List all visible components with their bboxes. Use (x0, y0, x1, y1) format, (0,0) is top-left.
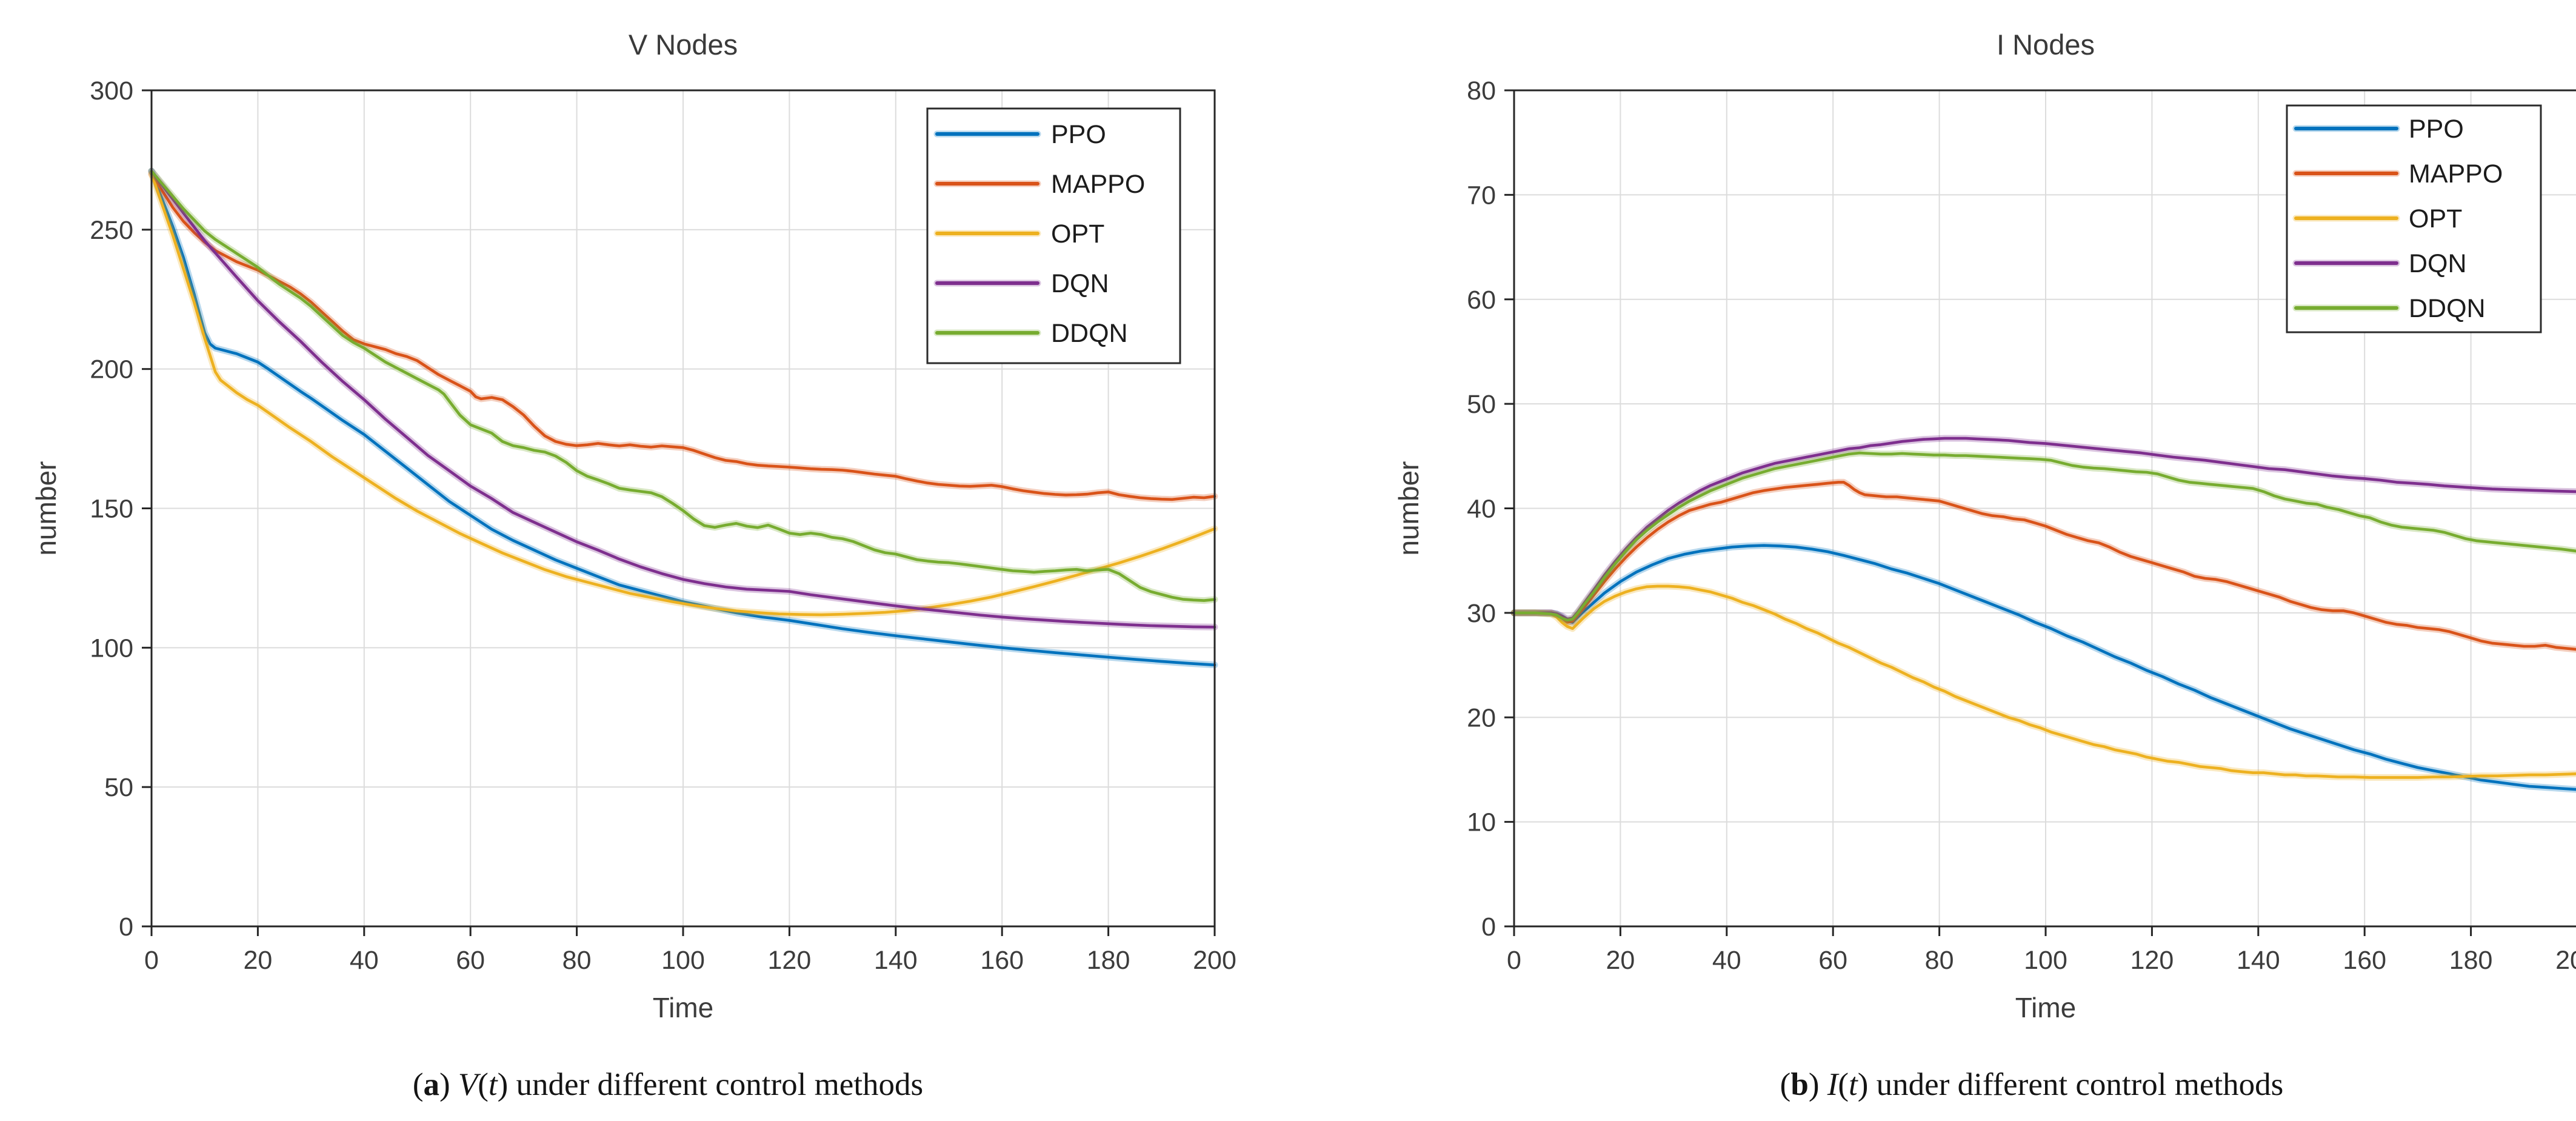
legend-label-PPO: PPO (2409, 115, 2464, 144)
x-tick-label: 120 (768, 946, 812, 975)
legend-label-MAPPO: MAPPO (2409, 159, 2503, 189)
y-tick-label: 10 (1467, 808, 1496, 837)
series-line-OPT (150, 172, 1216, 617)
x-axis-label: Time (653, 992, 714, 1023)
x-tick-label: 120 (2131, 946, 2174, 975)
series-line-DQN (150, 169, 1216, 629)
x-tick-label: 80 (562, 946, 592, 975)
x-tick-label: 20 (1606, 946, 1635, 975)
y-tick-label: 80 (1467, 76, 1496, 105)
y-tick-label: 250 (90, 216, 133, 245)
subfigure-caption: (a) V(t) under different control methods (413, 1067, 923, 1102)
series-line-DDQN (1512, 451, 2576, 622)
legend: PPO MAPPO OPT DQN DDQN (2286, 104, 2542, 333)
chart-v-nodes: 0 20 40 60 80 100 120 140 160 180 200 0 50 100 150 200 2… (30, 28, 1236, 1102)
series-line-DDQN (150, 169, 1216, 602)
x-axis-label: Time (2015, 992, 2077, 1023)
x-tick-label: 160 (980, 946, 1024, 975)
subfigure-caption: (b) I(t) under different control methods (1780, 1067, 2284, 1102)
figure-background (24, 10, 2576, 1121)
legend-label-DQN: DQN (1051, 269, 1109, 298)
legend: PPO MAPPO OPT DQN DDQN (926, 107, 1181, 364)
x-tick-label: 0 (1507, 946, 1521, 975)
legend-label-DDQN: DDQN (2409, 294, 2486, 323)
chart-title: V Nodes (629, 28, 738, 61)
x-tick-label: 20 (243, 946, 272, 975)
x-tick-label: 40 (350, 946, 379, 975)
chart-title: I Nodes (1997, 28, 2095, 61)
series-line-MAPPO (1512, 481, 2576, 651)
x-tick-label: 100 (661, 946, 705, 975)
y-tick-label: 300 (90, 76, 133, 105)
legend-label-OPT: OPT (2409, 204, 2462, 233)
figure-svg: 0 20 40 60 80 100 120 140 160 180 2000501001502002… (24, 10, 2576, 1121)
x-tick-label: 0 (144, 946, 159, 975)
y-tick-label: 30 (1467, 599, 1496, 628)
y-tick-label: 200 (90, 355, 133, 384)
x-tick-label: 100 (2024, 946, 2067, 975)
chart-canvas: 0 20 40 60 80 100 120 140 160 180 200 0 50 100 150 200 2… (24, 10, 2576, 1121)
y-tick-label: 100 (90, 634, 133, 663)
x-tick-label: 60 (456, 946, 485, 975)
x-tick-label: 200 (2555, 946, 2576, 975)
x-tick-label: 180 (2449, 946, 2493, 975)
legend-label-OPT: OPT (1051, 219, 1104, 249)
y-tick-label: 40 (1467, 495, 1496, 524)
dual-line-chart-figure: 0 20 40 60 80 100 120 140 160 180 200 0 50 100 150 200 2… (24, 10, 2576, 1121)
legend-box (926, 107, 1181, 364)
y-tick-label: 70 (1467, 181, 1496, 210)
y-tick-label: 60 (1467, 286, 1496, 315)
x-tick-label: 80 (1925, 946, 1954, 975)
x-tick-label: 60 (1818, 946, 1847, 975)
legend-label-DQN: DQN (2409, 249, 2467, 278)
y-axis-label: number (1393, 461, 1424, 556)
legend-label-MAPPO: MAPPO (1051, 170, 1145, 199)
x-tick-label: 140 (2237, 946, 2280, 975)
y-tick-label: 0 (1481, 912, 1496, 942)
chart-i-nodes: 0 20 40 60 80 100 120 140 160 180 200 0 10 20 30 40 50 60… (1393, 28, 2576, 1102)
x-tick-label: 140 (874, 946, 918, 975)
y-tick-label: 50 (104, 773, 133, 802)
x-tick-label: 40 (1712, 946, 1741, 975)
series-line-MAPPO (150, 172, 1216, 501)
x-tick-label: 180 (1087, 946, 1130, 975)
series-line-OPT (1512, 584, 2576, 779)
y-tick-label: 150 (90, 495, 133, 524)
series-line-DQN (1512, 437, 2576, 621)
x-tick-label: 160 (2343, 946, 2386, 975)
series-line-PPO (150, 169, 1216, 667)
y-tick-label: 50 (1467, 390, 1496, 419)
y-tick-label: 20 (1467, 703, 1496, 732)
y-axis-label: number (30, 461, 62, 556)
legend-label-DDQN: DDQN (1051, 319, 1128, 348)
series-line-PPO (1512, 544, 2576, 791)
y-tick-label: 0 (119, 912, 133, 942)
x-tick-label: 200 (1193, 946, 1236, 975)
legend-label-PPO: PPO (1051, 120, 1106, 149)
